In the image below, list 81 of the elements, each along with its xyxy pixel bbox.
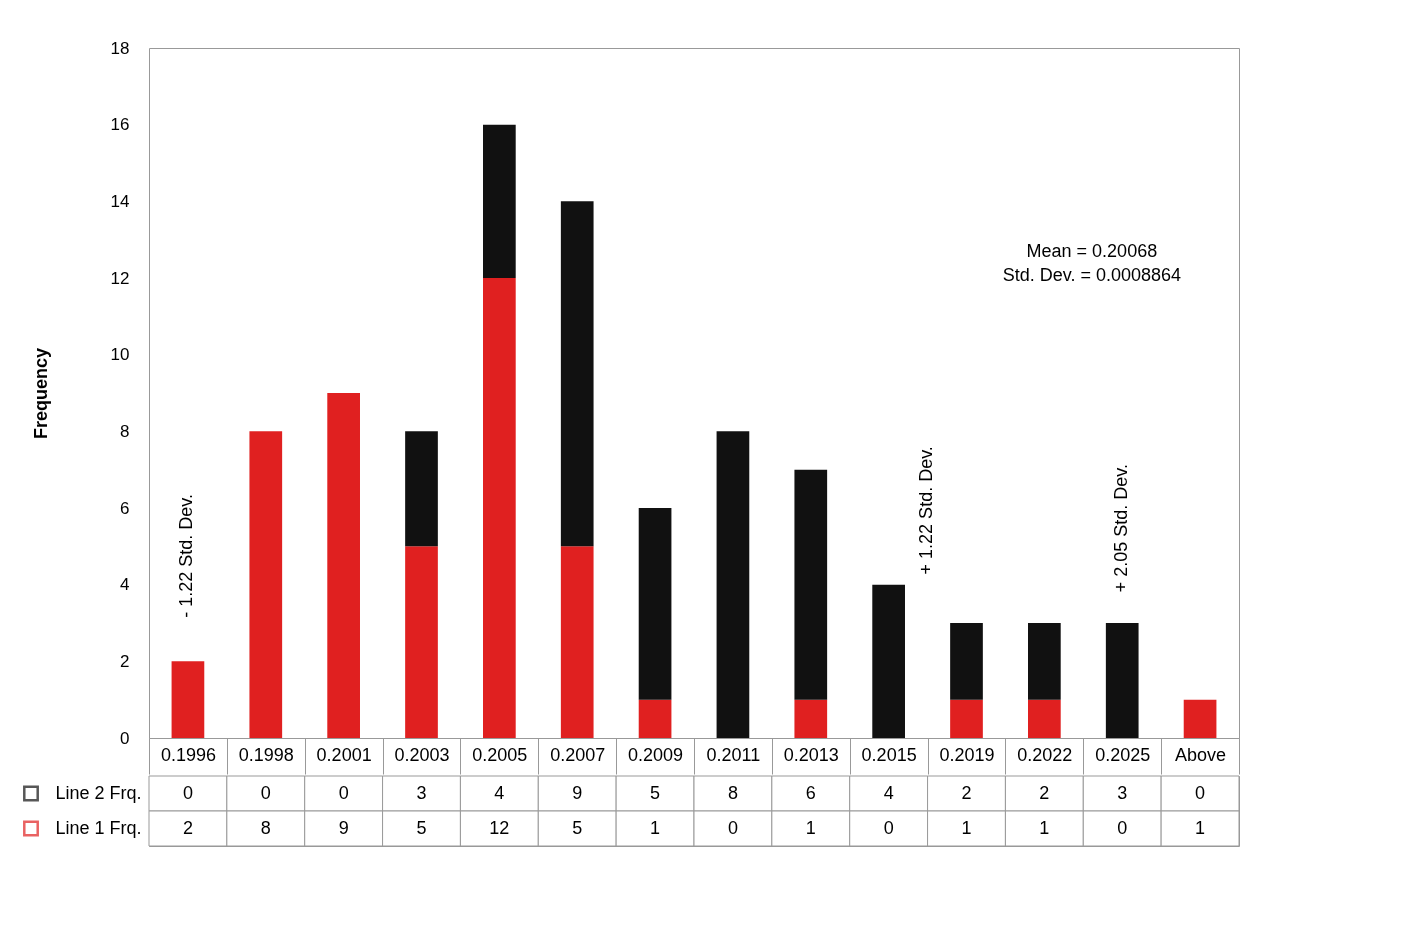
x-tick-label: 0.2019: [939, 744, 995, 765]
data-label: 5: [416, 817, 427, 838]
data-label: 0: [1117, 817, 1128, 838]
bar: [171, 661, 205, 738]
data-label: 8: [727, 782, 738, 803]
data-label: 2: [961, 782, 972, 803]
data-label: 4: [883, 782, 894, 803]
y-tick-label: 4: [120, 575, 130, 595]
x-tick-label: Above: [1175, 744, 1227, 765]
data-label: 1: [650, 817, 661, 838]
x-tick-label: 0.2011: [706, 744, 761, 765]
data-label: 0: [1195, 782, 1206, 803]
x-tick-label: 0.2022: [1017, 744, 1073, 765]
data-label: 5: [572, 817, 583, 838]
y-tick-label: 18: [110, 38, 130, 58]
bar: [716, 431, 750, 738]
x-tick-label: 0.2007: [550, 744, 606, 765]
bar: [794, 469, 828, 700]
y-tick-label: 0: [120, 728, 130, 748]
data-label: 1: [805, 817, 816, 838]
data-label: 3: [416, 782, 427, 803]
legend-label: Line 2 Frq.: [55, 782, 142, 803]
bar: [405, 431, 438, 547]
bar: [638, 508, 672, 700]
data-label: 9: [338, 817, 349, 838]
y-tick-label: 12: [110, 268, 130, 288]
y-tick-label: 10: [110, 345, 130, 365]
y-tick-label: 16: [110, 115, 130, 135]
data-label: 2: [1039, 782, 1050, 803]
bar: [1028, 699, 1061, 738]
bar: [249, 431, 283, 738]
data-label: 0: [260, 782, 271, 803]
data-label: 12: [489, 817, 510, 838]
data-label: 3: [1117, 782, 1128, 803]
bar: [483, 278, 516, 738]
data-label: 9: [572, 782, 583, 803]
bar: [1183, 699, 1217, 738]
y-tick-label: 8: [120, 421, 130, 441]
x-tick-label: 0.2001: [316, 744, 372, 765]
data-label: 5: [650, 782, 661, 803]
x-tick-label: 0.2025: [1095, 744, 1151, 765]
data-label: 0: [727, 817, 738, 838]
y-axis-title: Frequency: [30, 347, 51, 440]
x-tick-label: 0.2009: [628, 744, 684, 765]
bar: [794, 699, 828, 738]
bar: [1105, 623, 1139, 738]
data-label: 0: [182, 782, 193, 803]
data-label: 1: [1195, 817, 1206, 838]
y-tick-label: 2: [120, 651, 130, 671]
data-label: 1: [961, 817, 972, 838]
data-label: 2: [182, 817, 193, 838]
x-tick-label: 0.1998: [238, 744, 294, 765]
bar: [560, 201, 594, 547]
bar: [950, 699, 983, 738]
annotation: - 1.22 Std. Dev.: [176, 493, 197, 618]
bar: [483, 124, 516, 278]
bar: [950, 623, 983, 700]
bar: [872, 584, 905, 738]
x-tick-label: 0.2013: [783, 744, 839, 765]
bar: [327, 393, 360, 738]
y-tick-label: 14: [110, 191, 130, 211]
data-label: 0: [338, 782, 349, 803]
data-label: 1: [1039, 817, 1050, 838]
annotation: Std. Dev. = 0.0008864: [1002, 264, 1181, 285]
x-tick-label: 0.2005: [472, 744, 528, 765]
x-tick-label: 0.2003: [394, 744, 450, 765]
annotation: + 2.05 Std. Dev.: [1111, 464, 1132, 593]
legend-label: Line 1 Frq.: [55, 817, 142, 838]
bar: [560, 546, 594, 738]
x-tick-label: 0.2015: [861, 744, 917, 765]
data-label: 4: [494, 782, 505, 803]
annotation: + 1.22 Std. Dev.: [916, 446, 937, 575]
bar: [1028, 623, 1061, 700]
bar: [638, 699, 672, 738]
data-label: 6: [805, 782, 816, 803]
x-tick-label: 0.1996: [160, 744, 216, 765]
annotation: Mean = 0.20068: [1026, 240, 1158, 261]
data-label: 8: [260, 817, 271, 838]
bar: [405, 546, 438, 738]
data-label: 0: [883, 817, 894, 838]
y-tick-label: 6: [120, 498, 130, 518]
